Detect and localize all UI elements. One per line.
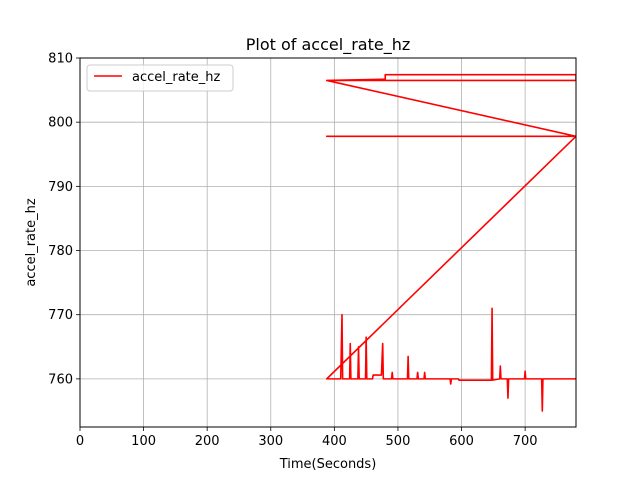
x-tick-label: 700	[513, 434, 538, 449]
legend: accel_rate_hz	[86, 64, 234, 92]
y-axis-ticks: 760 770 780 790 800 810	[48, 52, 80, 387]
x-tick-label: 200	[195, 434, 220, 449]
legend-box	[86, 64, 234, 92]
x-axis-label: Time(Seconds)	[279, 457, 377, 472]
legend-label: accel_rate_hz	[132, 70, 221, 85]
y-tick-label: 760	[48, 372, 73, 387]
x-tick-label: 500	[386, 434, 411, 449]
x-tick-label: 300	[258, 434, 283, 449]
y-tick-label: 800	[48, 116, 73, 131]
y-tick-label: 790	[48, 180, 73, 195]
x-tick-label: 100	[131, 434, 156, 449]
x-tick-label: 600	[449, 434, 474, 449]
y-tick-label: 780	[48, 244, 73, 259]
x-tick-label: 400	[322, 434, 347, 449]
x-tick-label: 0	[76, 434, 84, 449]
y-tick-label: 770	[48, 308, 73, 323]
series-lines	[325, 73, 576, 412]
series-line-accel-rate-hz	[325, 73, 576, 412]
x-axis-ticks: 0 100 200 300 400 500 600 700	[76, 427, 538, 449]
y-tick-label: 810	[48, 52, 73, 67]
y-axis-label: accel_rate_hz	[24, 198, 39, 287]
chart-title: Plot of accel_rate_hz	[246, 35, 410, 55]
plot-area-frame	[79, 57, 577, 428]
